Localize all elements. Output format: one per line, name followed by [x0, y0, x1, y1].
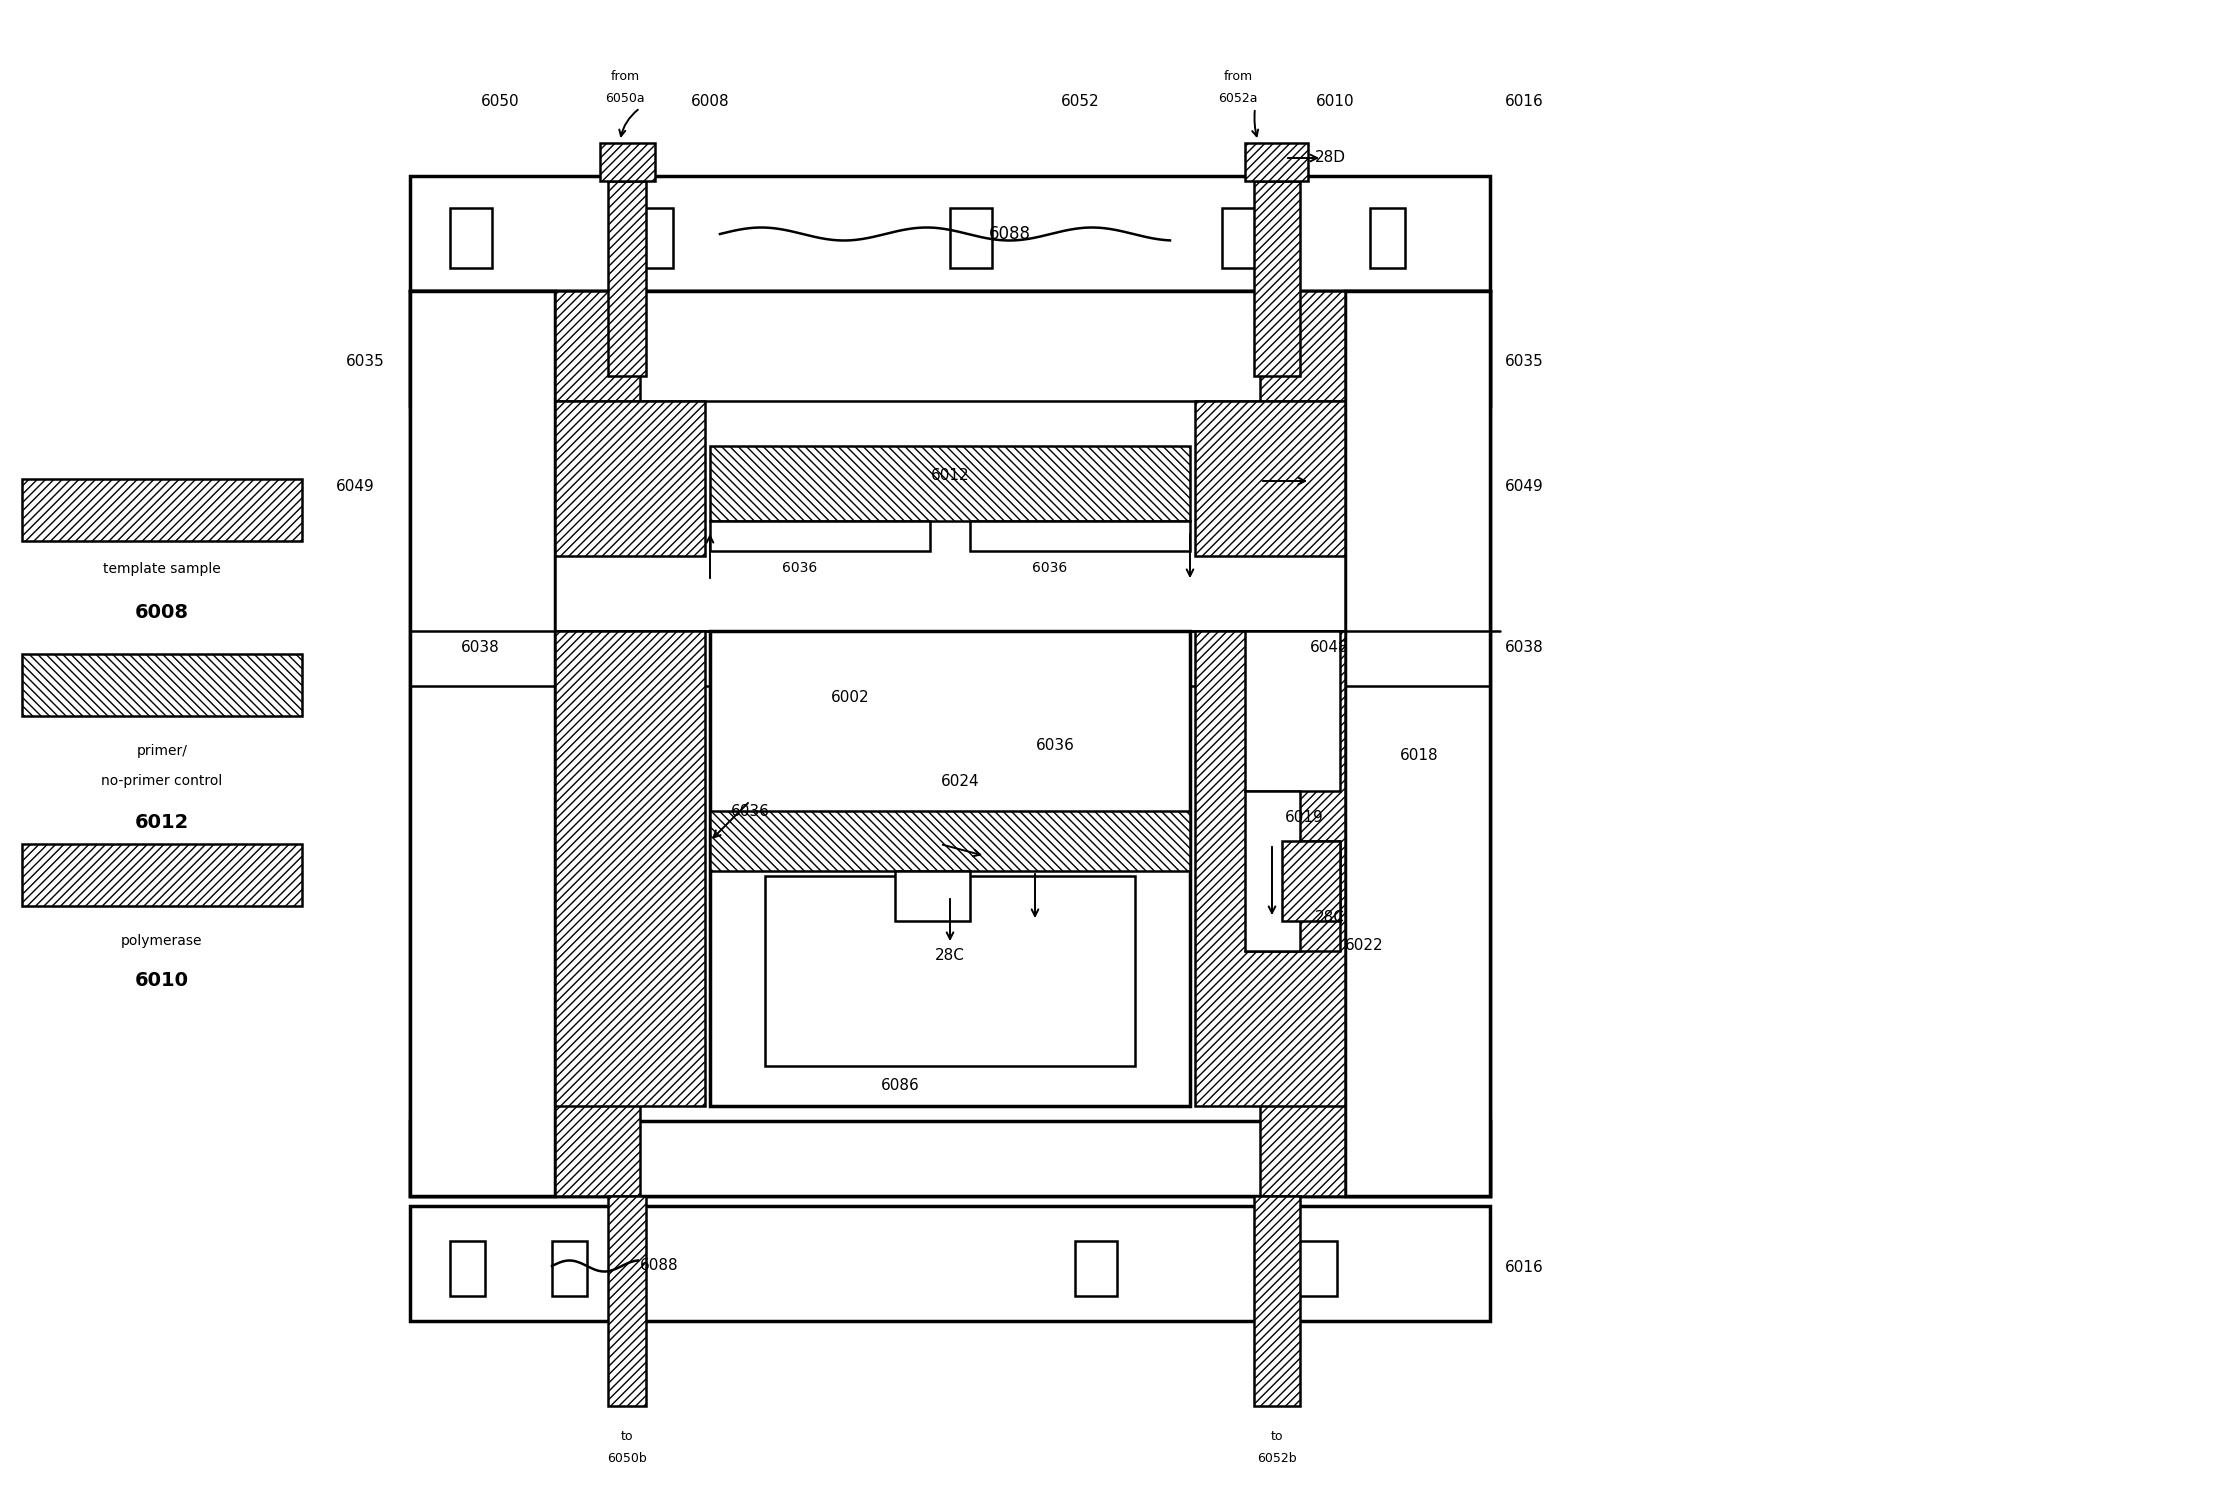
- Text: 28D: 28D: [1315, 151, 1346, 166]
- Bar: [410, 291, 1490, 407]
- Bar: [711, 521, 930, 551]
- Bar: [894, 870, 970, 922]
- Text: 6086: 6086: [881, 1078, 919, 1093]
- Bar: [638, 208, 673, 268]
- Text: 6002: 6002: [830, 690, 870, 705]
- Bar: [609, 181, 646, 376]
- Bar: [410, 1206, 1490, 1321]
- Text: primer/: primer/: [137, 744, 188, 758]
- Text: 6049: 6049: [337, 479, 374, 494]
- Bar: [551, 1241, 587, 1297]
- Text: 6010: 6010: [1315, 93, 1355, 108]
- Bar: [556, 401, 704, 556]
- Text: 6036: 6036: [731, 804, 770, 818]
- Text: 6088: 6088: [990, 224, 1032, 242]
- Bar: [1076, 1241, 1118, 1297]
- Bar: [711, 812, 1189, 870]
- Text: 6016: 6016: [1506, 93, 1543, 108]
- Bar: [449, 1241, 485, 1297]
- Bar: [1196, 401, 1344, 556]
- Bar: [950, 208, 992, 268]
- Bar: [556, 631, 704, 1105]
- Bar: [1244, 791, 1300, 950]
- Text: 6012: 6012: [135, 813, 188, 833]
- Bar: [1344, 291, 1490, 1196]
- Text: 6036: 6036: [1032, 562, 1067, 575]
- Text: 6038: 6038: [1506, 640, 1543, 655]
- Bar: [1295, 1241, 1337, 1297]
- Bar: [1244, 143, 1308, 181]
- Bar: [1370, 208, 1406, 268]
- Text: from: from: [1224, 69, 1253, 83]
- Text: 6052: 6052: [1061, 93, 1100, 108]
- Text: from: from: [611, 69, 640, 83]
- Bar: [1282, 840, 1339, 922]
- Bar: [449, 208, 492, 268]
- Text: 6022: 6022: [1344, 938, 1384, 953]
- Text: 6008: 6008: [135, 604, 188, 622]
- Bar: [410, 1120, 1490, 1196]
- Text: 6088: 6088: [640, 1259, 680, 1274]
- Text: 6048: 6048: [1311, 640, 1348, 655]
- Bar: [556, 291, 640, 1196]
- Text: 6035: 6035: [1506, 354, 1543, 369]
- Text: 6012: 6012: [930, 468, 970, 483]
- Text: 6050: 6050: [480, 93, 520, 108]
- Bar: [1253, 181, 1300, 376]
- Bar: [600, 143, 655, 181]
- Bar: [711, 446, 1189, 521]
- Bar: [22, 479, 301, 541]
- Bar: [410, 291, 556, 1196]
- Bar: [22, 843, 301, 907]
- Text: 6038: 6038: [461, 640, 500, 655]
- Bar: [766, 876, 1136, 1066]
- Bar: [1244, 631, 1339, 791]
- Text: 28C': 28C': [1315, 911, 1348, 926]
- Text: 6050a: 6050a: [604, 92, 644, 104]
- Text: polymerase: polymerase: [122, 934, 204, 947]
- Text: to: to: [620, 1429, 633, 1443]
- Bar: [1253, 1196, 1300, 1407]
- Text: no-primer control: no-primer control: [102, 774, 224, 788]
- Text: 6050b: 6050b: [607, 1452, 646, 1464]
- Text: 6016: 6016: [1506, 1261, 1543, 1276]
- Text: 6036: 6036: [782, 562, 817, 575]
- Bar: [1222, 208, 1264, 268]
- Text: to: to: [1271, 1429, 1284, 1443]
- Text: 6052a: 6052a: [1218, 92, 1258, 104]
- Text: 28C: 28C: [934, 949, 965, 964]
- Text: 6008: 6008: [691, 93, 728, 108]
- Text: 6049: 6049: [1506, 479, 1543, 494]
- Text: 6019: 6019: [1284, 810, 1324, 825]
- Text: 6036: 6036: [1036, 738, 1074, 753]
- Text: 6010: 6010: [135, 971, 188, 991]
- Text: 6024: 6024: [941, 774, 979, 789]
- Bar: [556, 401, 1344, 631]
- Bar: [410, 176, 1490, 291]
- Bar: [1260, 291, 1344, 1196]
- Text: 6018: 6018: [1399, 748, 1439, 764]
- Bar: [22, 654, 301, 715]
- Text: 6052b: 6052b: [1258, 1452, 1297, 1464]
- Text: 6035: 6035: [345, 354, 385, 369]
- Bar: [410, 291, 1490, 1196]
- Bar: [711, 631, 1189, 1105]
- Text: template sample: template sample: [104, 562, 221, 575]
- Bar: [1196, 631, 1344, 1105]
- Bar: [609, 1196, 646, 1407]
- Bar: [970, 521, 1189, 551]
